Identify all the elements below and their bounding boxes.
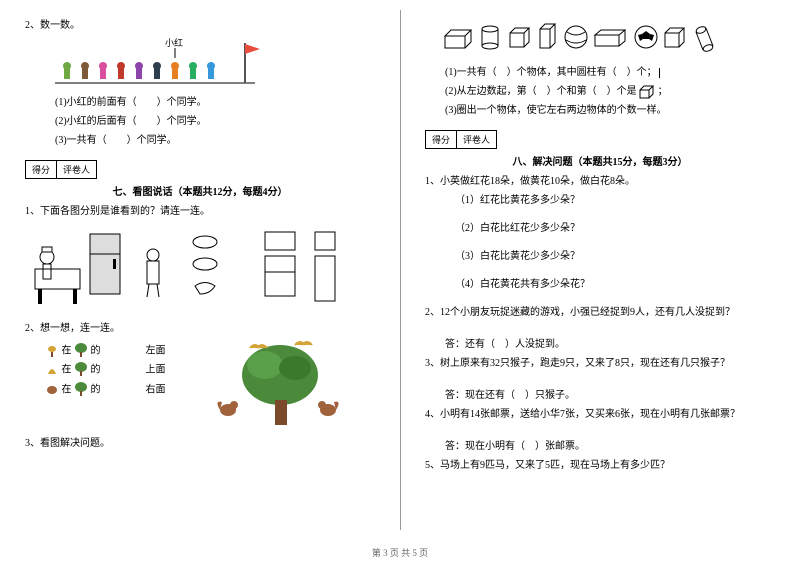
- score-box-7: 得分 评卷人: [25, 160, 97, 179]
- q8-2: 2、12个小朋友玩捉迷藏的游戏，小强已经捉到9人，还有几人没捉到？: [425, 305, 775, 321]
- q2-sub1: (1)小红的前面有（ ）个同学。: [25, 95, 375, 111]
- q8-1-1: （1）红花比黄花多多少朵？: [425, 193, 775, 209]
- q8-1-4: （4）白花黄花共有多少朵花？: [425, 277, 775, 293]
- tree-scene: [195, 340, 345, 433]
- shapes-q3: (3)圈出一个物体，使它左右两边物体的个数一样。: [425, 103, 775, 119]
- score-box-8: 得分 评卷人: [425, 130, 497, 149]
- q8-2-ans: 答：还有（ ）人没捉到。: [425, 337, 775, 353]
- xiaohong-label: 小红: [165, 38, 183, 48]
- shapes-row: [425, 20, 775, 57]
- pos-line-0: 在 的 左面: [25, 343, 195, 359]
- q8-1: 1、小英做红花18朵，做黄花10朵，做白花8朵。: [425, 174, 775, 190]
- q8-4: 4、小明有14张邮票，送给小华7张，又买来6张，现在小明有几张邮票？: [425, 407, 775, 423]
- position-block: 在 的 左面 在 的 上面 在 的 右面: [25, 340, 375, 433]
- kids-lineup: 小红: [25, 38, 375, 91]
- cursor-icon: [659, 68, 660, 78]
- q7-1: 1、下面各图分别是谁看到的？请连一连。: [25, 204, 375, 220]
- q2-sub2: (2)小红的后面有（ ）个同学。: [25, 114, 375, 130]
- page-footer: 第 3 页 共 5 页: [0, 546, 800, 559]
- reviewer-label: 评卷人: [57, 161, 96, 178]
- shapes-q1: (1)一共有（ ）个物体，其中圆柱有（ ）个；: [425, 65, 775, 81]
- q2-sub3: (3)一共有（ ）个同学。: [25, 133, 375, 149]
- matching-illustration: [25, 224, 375, 317]
- score-label: 得分: [26, 161, 57, 178]
- pos-line-2: 在 的 右面: [25, 382, 195, 398]
- left-column: 2、数一数。 小红 (1)小红的前面有（ ）个同学。: [0, 0, 400, 565]
- q8-1-3: （3）白花比黄花少多少朵？: [425, 249, 775, 265]
- q8-4-ans: 答：现在小明有（ ）张邮票。: [425, 439, 775, 455]
- score-label: 得分: [426, 131, 457, 148]
- section-7-title: 七、看图说话（本题共12分，每题4分）: [25, 183, 375, 198]
- reviewer-label: 评卷人: [457, 131, 496, 148]
- q7-3: 3、看图解决问题。: [25, 436, 375, 452]
- shapes-q2: (2)从左边数起，第（ ）个和第（ ）个是 ；: [425, 84, 775, 100]
- q8-5: 5、马场上有9匹马，又来了5匹，现在马场上有多少匹？: [425, 458, 775, 474]
- q8-1-2: （2）白花比红花少多少朵？: [425, 221, 775, 237]
- section-8-title: 八、解决问题（本题共15分，每题3分）: [425, 153, 775, 168]
- q8-3-ans: 答：现在还有（ ）只猴子。: [425, 388, 775, 404]
- pos-line-1: 在 的 上面: [25, 362, 195, 378]
- q2-title: 2、数一数。: [25, 18, 375, 34]
- right-column: (1)一共有（ ）个物体，其中圆柱有（ ）个； (2)从左边数起，第（ ）个和第…: [400, 0, 800, 565]
- q8-3: 3、树上原来有32只猴子，跑走9只，又来了8只，现在还有几只猴子？: [425, 356, 775, 372]
- q7-2: 2、想一想，连一连。: [25, 321, 375, 337]
